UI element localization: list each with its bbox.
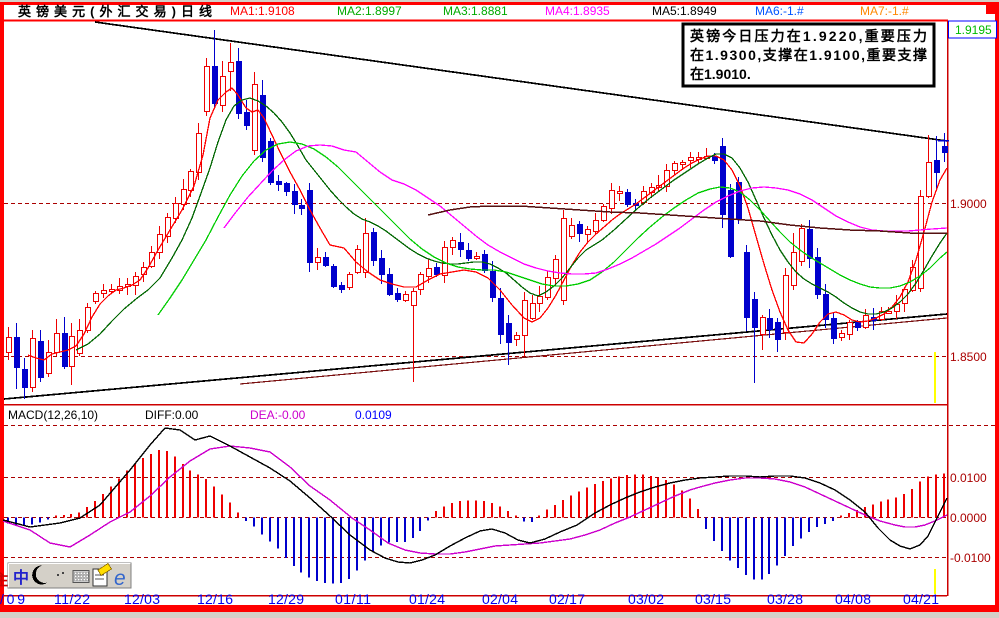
- svg-text:MA4:1.8935: MA4:1.8935: [545, 4, 610, 18]
- svg-text:/09: /09: [0, 591, 25, 607]
- svg-text:主: 主: [0, 571, 9, 589]
- svg-text:在1.9010.: 在1.9010.: [690, 66, 751, 82]
- svg-text:1.9195: 1.9195: [955, 23, 992, 37]
- svg-text:1.9000: 1.9000: [950, 197, 987, 211]
- svg-text:04/21: 04/21: [903, 591, 939, 607]
- svg-text:01/24: 01/24: [409, 591, 445, 607]
- svg-text:-0.0100: -0.0100: [950, 551, 991, 565]
- svg-text:0.0000: 0.0000: [950, 511, 987, 525]
- svg-text:MACD(12,26,10): MACD(12,26,10): [8, 408, 98, 422]
- svg-text:e: e: [114, 567, 126, 590]
- svg-text:04/08: 04/08: [835, 591, 871, 607]
- svg-text:03/15: 03/15: [695, 591, 731, 607]
- svg-text:DEA:-0.00: DEA:-0.00: [250, 408, 306, 422]
- svg-text:MA6:-1.#: MA6:-1.#: [755, 4, 804, 18]
- svg-text:02/17: 02/17: [549, 591, 585, 607]
- svg-text:01/11: 01/11: [335, 591, 371, 607]
- svg-text:MA5:1.8949: MA5:1.8949: [652, 4, 717, 18]
- svg-text:12/03: 12/03: [124, 591, 160, 607]
- svg-text:DIFF:0.00: DIFF:0.00: [145, 408, 199, 422]
- svg-text:MA7:-1.#: MA7:-1.#: [860, 4, 909, 18]
- svg-text:MA3:1.8881: MA3:1.8881: [443, 4, 508, 18]
- svg-text:在1.9300,支撑在1.9100,重要支撑: 在1.9300,支撑在1.9100,重要支撑: [690, 47, 927, 63]
- svg-text:0.0109: 0.0109: [355, 408, 392, 422]
- svg-text:中: 中: [13, 568, 29, 587]
- svg-text:MA2:1.8997: MA2:1.8997: [337, 4, 402, 18]
- svg-text:03/28: 03/28: [767, 591, 803, 607]
- svg-text:英镑今日压力在1.9220,重要压力: 英镑今日压力在1.9220,重要压力: [689, 28, 927, 44]
- svg-text:12/29: 12/29: [268, 591, 304, 607]
- svg-text:1.8500: 1.8500: [950, 350, 987, 364]
- svg-text:03/02: 03/02: [628, 591, 664, 607]
- svg-text:11/22: 11/22: [54, 591, 90, 607]
- svg-text:0.0100: 0.0100: [950, 471, 987, 485]
- svg-text:02/04: 02/04: [482, 591, 518, 607]
- svg-text:12/16: 12/16: [197, 591, 233, 607]
- svg-text:MA1:1.9108: MA1:1.9108: [230, 4, 295, 18]
